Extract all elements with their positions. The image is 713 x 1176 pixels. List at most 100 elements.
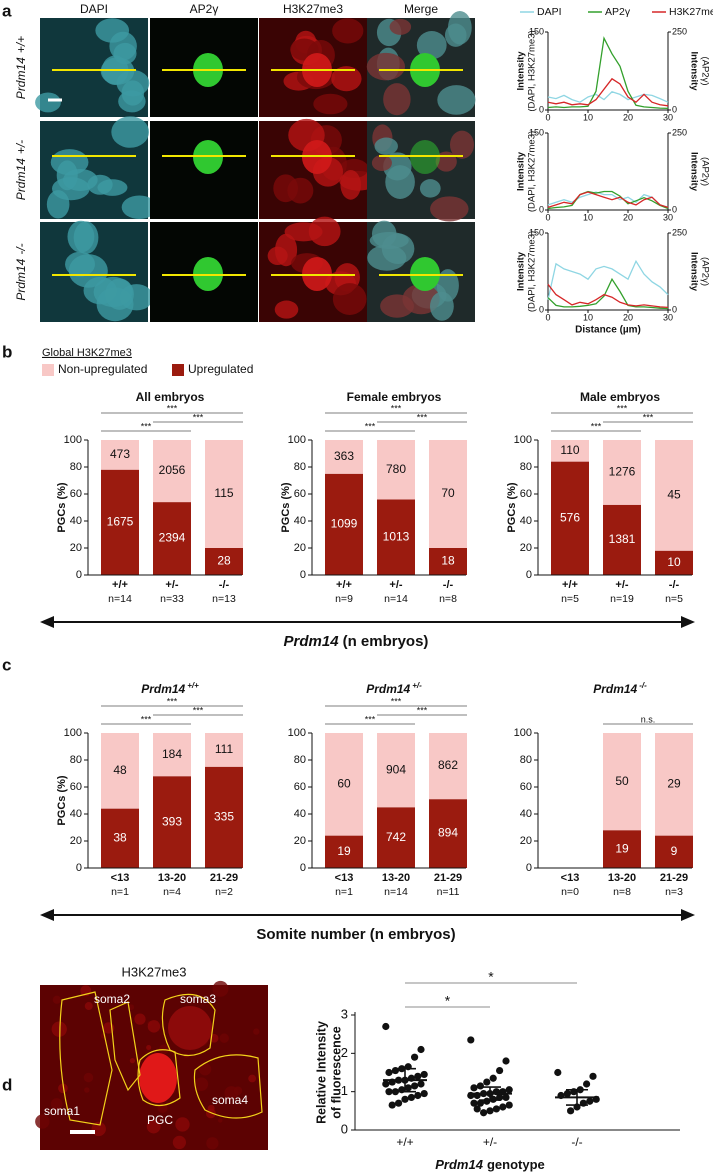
y-tick-label: 40 [294, 808, 306, 820]
bar-segment [325, 835, 363, 868]
data-point [496, 1093, 504, 1102]
y-tick-label: 3 [341, 1006, 348, 1021]
count-label: 50 [615, 774, 629, 788]
nucleus [366, 52, 406, 81]
y-tick-label: 0 [341, 1121, 348, 1136]
x-tick-label: -/- [571, 1135, 582, 1149]
speckle [128, 1004, 135, 1011]
data-point [473, 1105, 481, 1113]
n-label: n=13 [212, 593, 236, 605]
speckle [129, 1058, 136, 1064]
y-tick-label: 20 [70, 835, 82, 847]
count-label: 29 [667, 776, 681, 790]
y-tick-label: 60 [520, 488, 532, 500]
axis-caption-part: Prdm14 [284, 633, 340, 650]
y2-tick-label: 0 [672, 104, 677, 114]
y-axis-label: (DAPI, H3K27me3) [527, 30, 538, 111]
y-tick-label: 60 [520, 781, 532, 793]
count-label: 1013 [383, 529, 410, 543]
data-point [470, 1099, 478, 1107]
profile-series [547, 91, 669, 103]
y-tick-label: 20 [294, 835, 306, 847]
chart-title-part: Prdm14 [593, 682, 637, 696]
speckle [146, 1044, 152, 1051]
significance-label: * [488, 969, 494, 985]
y-tick-label: 100 [514, 434, 532, 446]
x-tick-label: 0 [545, 312, 550, 322]
x-tick-label: -/- [669, 579, 680, 591]
y2-tick-label: 250 [672, 227, 687, 237]
data-point [470, 1084, 478, 1092]
count-label: 115 [214, 486, 233, 500]
count-label: 48 [113, 763, 127, 777]
n-label: n=2 [215, 886, 233, 898]
axis-caption: Prdm14 (n embryos) [284, 633, 429, 650]
y-tick-label: 40 [70, 515, 82, 527]
x-tick-label: 10 [583, 212, 593, 222]
y-tick-label: 0 [526, 862, 532, 874]
y-tick-label: 0 [539, 104, 544, 114]
x-axis-label-part: Prdm14 [435, 1157, 483, 1172]
n-label: n=11 [437, 886, 460, 898]
significance-label: *** [417, 412, 428, 422]
nucleus [121, 195, 157, 220]
data-point [476, 1082, 484, 1090]
legend-label: AP2γ [605, 6, 631, 18]
data-point [395, 1099, 403, 1107]
x-tick-label: <13 [335, 872, 354, 884]
y-tick-label: 20 [294, 542, 306, 554]
y-axis-label: Relative Intensity [314, 1021, 328, 1124]
x-tick-label: <13 [561, 872, 580, 884]
y-tick-label: 60 [294, 488, 306, 500]
axes [547, 233, 669, 311]
x-tick-label: -/- [219, 579, 230, 591]
count-label: 70 [441, 486, 455, 500]
y2-axis-label: (AP2γ) [699, 157, 710, 186]
n-label: n=1 [335, 886, 353, 898]
bar-segment [153, 776, 191, 868]
data-point [417, 1080, 425, 1088]
count-label: 742 [386, 830, 406, 844]
y-tick-label: 100 [288, 727, 306, 739]
nucleus [331, 66, 362, 92]
bar-segment [429, 548, 467, 575]
profile-series [547, 283, 669, 309]
profile-series [547, 77, 669, 107]
bar-segment [325, 733, 363, 836]
bar-segment [205, 440, 243, 548]
data-point [563, 1089, 572, 1098]
x-tick-label: +/- [389, 579, 402, 591]
axis-caption-part: (n embryos) [343, 633, 429, 650]
count-label: 1675 [107, 515, 134, 529]
y-axis-label: Intensity [516, 151, 527, 191]
y-tick-label: 40 [520, 808, 532, 820]
nucleus [332, 283, 367, 315]
x-tick-label: +/+ [396, 1135, 413, 1149]
data-point [589, 1072, 597, 1080]
significance-label: * [445, 993, 451, 1009]
significance-label: *** [365, 421, 376, 431]
chart-title: Prdm14 +/+ [141, 681, 199, 697]
nucleus [273, 174, 299, 203]
data-point [404, 1084, 412, 1092]
data-point [407, 1093, 415, 1102]
y-tick-label: 20 [520, 542, 532, 554]
speckle [172, 1135, 187, 1150]
arrow-head [40, 909, 54, 921]
count-label: 862 [438, 758, 458, 772]
bar-segment [101, 733, 139, 809]
data-point [401, 1095, 409, 1103]
x-tick-label: 30 [663, 112, 673, 122]
bar-segment [325, 473, 363, 575]
nucleus [95, 18, 130, 43]
data-point [554, 1068, 562, 1077]
count-label: 2394 [159, 531, 186, 545]
row-label-part: -/- [14, 243, 28, 254]
y-tick-label: 40 [294, 515, 306, 527]
nucleus [447, 11, 472, 45]
significance-label: *** [193, 412, 204, 422]
data-point [414, 1091, 422, 1100]
speckle [212, 980, 229, 997]
bar-segment [377, 733, 415, 808]
x-tick-label: 21-29 [434, 872, 462, 884]
